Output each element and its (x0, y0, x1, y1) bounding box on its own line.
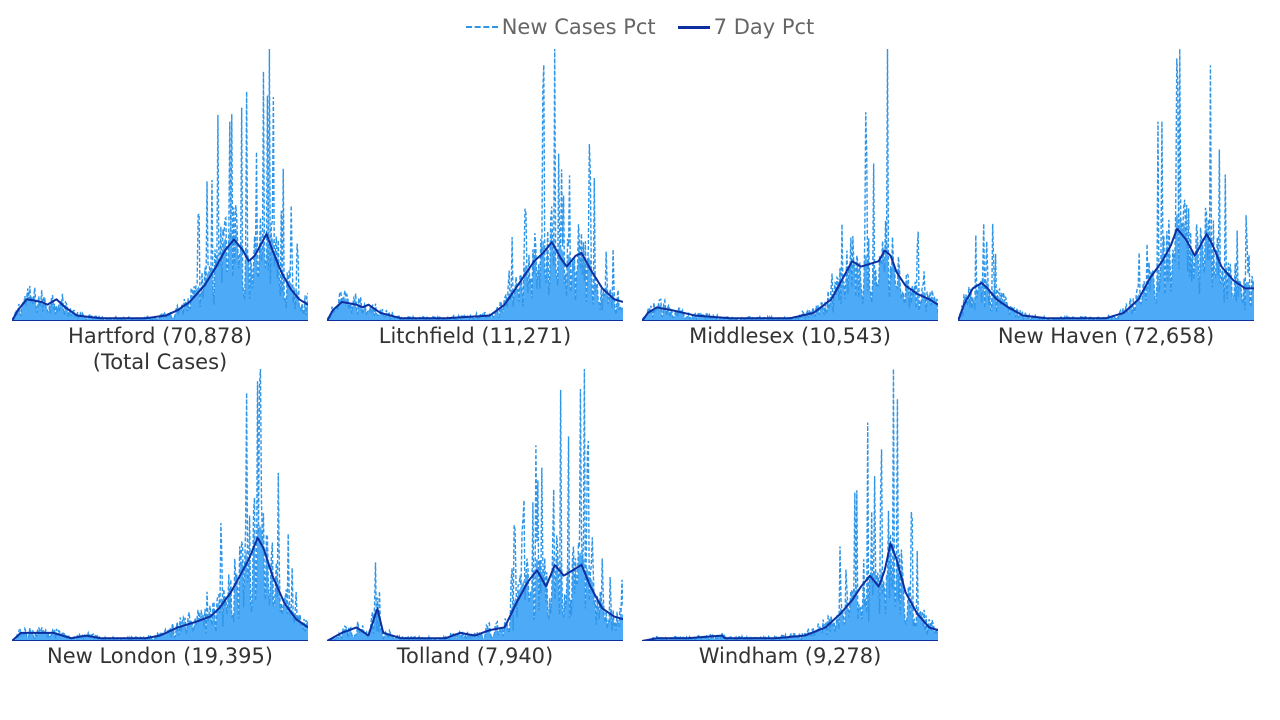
legend-label: 7 Day Pct (713, 15, 815, 39)
legend-item-new-cases: New Cases Pct (465, 15, 656, 39)
new-cases-pct-line (327, 48, 623, 321)
county-label: New London (19,395) (12, 643, 308, 669)
county-sparkline (327, 368, 623, 641)
county-name-total: Litchfield (11,271) (378, 324, 572, 348)
area-fill (327, 229, 623, 321)
county-sparkline (958, 48, 1254, 321)
county-label: Tolland (7,940) (327, 643, 623, 669)
seven-day-pct-line (958, 228, 1254, 321)
county-label: Windham (9,278) (642, 643, 938, 669)
seven-day-pct-line (642, 541, 938, 641)
county-panel: New Haven (72,658) (958, 47, 1254, 377)
seven-day-pct-line (642, 249, 938, 321)
area-fill (642, 239, 938, 321)
county-name-total: Hartford (70,878) (68, 324, 252, 348)
new-cases-pct-line (327, 368, 623, 641)
legend-item-seven-day: 7 Day Pct (677, 15, 815, 39)
county-label: Middlesex (10,543) (642, 323, 938, 349)
seven-day-pct-line (327, 563, 623, 641)
county-name-total: Middlesex (10,543) (689, 324, 891, 348)
total-cases-caption: (Total Cases) (92, 350, 228, 374)
area-fill (958, 214, 1254, 321)
county-label: Hartford (70,878) (Total Cases) (12, 323, 308, 375)
county-panel: Tolland (7,940) (327, 367, 623, 697)
county-panel: New London (19,395) (12, 367, 308, 697)
county-panel: Windham (9,278) (642, 367, 938, 697)
area-fill (12, 222, 308, 321)
area-fill (642, 533, 938, 641)
legend-solid-line-icon (677, 25, 710, 29)
seven-day-pct-line (327, 240, 623, 321)
county-panel: Hartford (70,878) (Total Cases) (12, 47, 308, 377)
county-panel: Litchfield (11,271) (327, 47, 623, 377)
county-name-total: Windham (9,278) (698, 644, 882, 668)
county-sparkline (12, 368, 308, 641)
county-label: New Haven (72,658) (958, 323, 1254, 349)
seven-day-pct-line (12, 536, 308, 641)
county-panel: Middlesex (10,543) (642, 47, 938, 377)
county-sparkline (642, 368, 938, 641)
chart-legend: New Cases Pct 7 Day Pct (0, 12, 1280, 42)
county-name-total: Tolland (7,940) (396, 644, 554, 668)
county-sparkline (642, 48, 938, 321)
county-name-total: New London (19,395) (47, 644, 273, 668)
county-name-total: New Haven (72,658) (997, 324, 1215, 348)
county-sparkline (12, 48, 308, 321)
legend-label: New Cases Pct (501, 15, 656, 39)
county-label: Litchfield (11,271) (327, 323, 623, 349)
seven-day-pct-line (12, 232, 308, 321)
area-fill (12, 521, 308, 641)
legend-dashed-line-icon (465, 26, 498, 28)
county-sparkline (327, 48, 623, 321)
